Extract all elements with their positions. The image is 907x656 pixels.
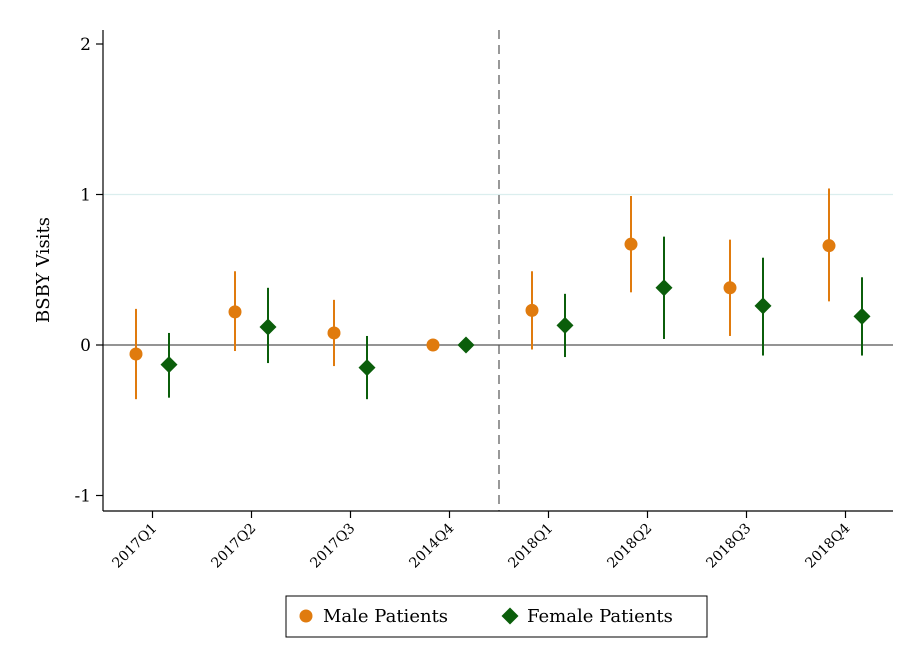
data-point-male <box>624 237 638 251</box>
x-tick-label: 2018Q2 <box>604 521 655 572</box>
legend-marker-male <box>299 609 313 623</box>
y-tick-label: 2 <box>80 35 91 55</box>
plot-area: -1 0 1 2 2017Q1 2017Q2 2017Q3 2014Q4 2018Q1 2018Q… <box>74 30 893 571</box>
legend-label-male: Male Patients <box>323 606 448 627</box>
y-tick-label: 0 <box>80 336 91 356</box>
legend-marker-female <box>501 607 519 625</box>
x-tick-label: 2017Q3 <box>307 521 358 572</box>
y-axis-title: BSBY Visits <box>33 217 54 323</box>
x-tick-label: 2014Q4 <box>406 520 457 571</box>
data-point-male <box>129 347 143 361</box>
data-point-female <box>754 297 772 315</box>
data-point-female <box>160 356 178 374</box>
x-tick-label: 2018Q3 <box>703 521 754 572</box>
legend-box <box>285 595 708 638</box>
legend-label-female: Female Patients <box>527 606 673 627</box>
data-point-female <box>358 359 376 377</box>
data-point-female <box>655 279 673 297</box>
y-tick-label: 1 <box>80 186 91 206</box>
data-point-male <box>426 338 440 352</box>
data-point-male <box>822 239 836 253</box>
data-point-male <box>723 281 737 295</box>
legend: Male Patients Female Patients <box>285 595 708 638</box>
x-tick-label: 2018Q1 <box>505 521 556 572</box>
data-point-female <box>853 307 871 325</box>
data-point-female <box>457 336 475 354</box>
data-point-male <box>228 305 242 319</box>
x-tick-label: 2017Q2 <box>208 521 259 572</box>
y-axis-label: BSBY Visits <box>33 217 54 323</box>
y-tick-label: -1 <box>74 487 91 507</box>
data-point-male <box>327 326 341 340</box>
data-point-female <box>259 318 277 336</box>
data-point-female <box>556 316 574 334</box>
x-tick-label: 2017Q1 <box>109 521 160 572</box>
x-tick-label: 2018Q4 <box>802 520 853 571</box>
data-point-male <box>525 303 539 317</box>
